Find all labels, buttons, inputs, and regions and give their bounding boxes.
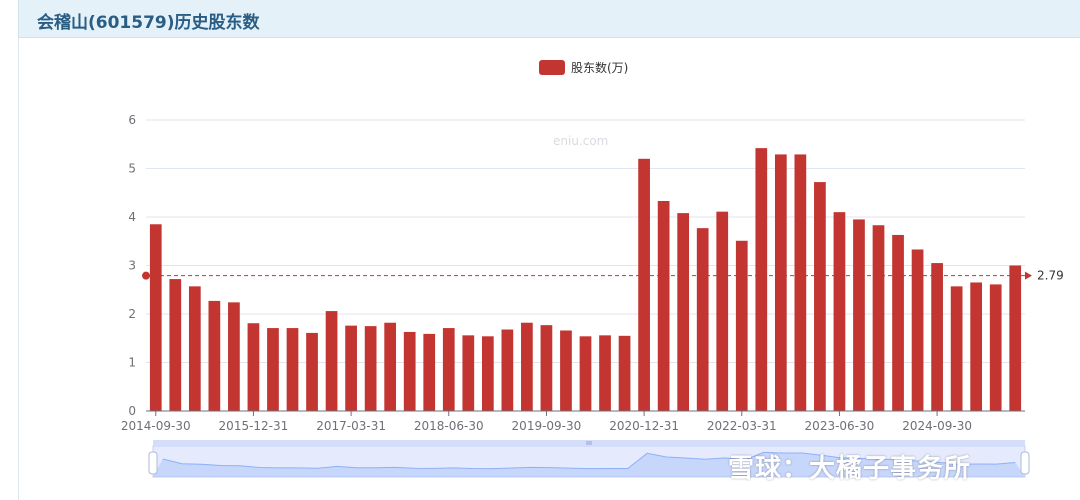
average-value-label: 2.79 [1037, 269, 1064, 283]
x-tick-label: 2022-03-31 [707, 419, 777, 433]
x-tick-label: 2017-03-31 [316, 419, 386, 433]
legend[interactable]: 股东数(万) [539, 60, 628, 75]
y-tick-label: 4 [128, 210, 136, 224]
bar [755, 148, 768, 411]
bar [911, 249, 924, 411]
chart-watermark: eniu.com [553, 134, 608, 148]
bar [228, 302, 240, 411]
bar [169, 279, 182, 411]
bar [931, 263, 943, 411]
bar [384, 322, 397, 411]
bar [716, 211, 729, 411]
bar [149, 224, 162, 411]
bar [618, 335, 631, 411]
bar [696, 228, 709, 411]
x-tick-label: 2019-09-30 [512, 419, 582, 433]
bar [423, 333, 436, 411]
bar [188, 286, 201, 411]
bar [657, 200, 670, 411]
x-tick-label: 2020-12-31 [609, 419, 679, 433]
bar [1009, 265, 1022, 411]
page-title: 会稽山(601579)历史股东数 [37, 13, 260, 33]
bar [481, 336, 494, 411]
bar [599, 335, 611, 411]
x-tick-label: 2018-06-30 [414, 419, 484, 433]
chart-header: 会稽山(601579)历史股东数 [18, 0, 1080, 38]
bar [814, 182, 826, 411]
y-tick-label: 5 [128, 162, 136, 176]
average-end-arrow [1025, 271, 1032, 280]
bar [403, 331, 416, 411]
legend-swatch [539, 60, 565, 75]
bar [872, 225, 885, 411]
zoom-track [152, 445, 1026, 478]
bar [442, 328, 455, 411]
bar [560, 330, 572, 411]
bar-series [149, 148, 1022, 411]
x-tick-label: 2023-06-30 [805, 419, 875, 433]
legend-label: 股东数(万) [571, 60, 628, 75]
watermark-text: 雪球：大橘子事务所 [728, 454, 972, 484]
bar [247, 323, 260, 411]
x-tick-label: 2015-12-31 [219, 419, 289, 433]
bar [677, 213, 690, 411]
zoom-handle-right[interactable] [1020, 451, 1030, 475]
x-tick-label: 2014-09-30 [121, 419, 191, 433]
bar [638, 158, 650, 411]
bar [735, 240, 748, 411]
bar [833, 212, 846, 411]
zoom-preview-area [153, 452, 1025, 477]
bar [579, 336, 592, 411]
bar [501, 329, 514, 411]
bar [853, 219, 865, 411]
bar [364, 326, 377, 411]
bar [950, 286, 963, 411]
bar [794, 154, 807, 411]
data-zoom-slider[interactable] [148, 440, 1030, 478]
bar [286, 328, 299, 411]
y-tick-label: 6 [128, 113, 136, 127]
bar [208, 300, 221, 411]
zoom-handle-left[interactable] [148, 451, 158, 475]
bar [540, 325, 553, 411]
y-tick-label: 1 [128, 356, 136, 370]
x-tick-label: 2024-09-30 [902, 419, 972, 433]
y-tick-label: 0 [128, 404, 136, 418]
bar [462, 335, 475, 411]
y-tick-label: 2 [128, 307, 136, 321]
bar [970, 282, 983, 411]
bar [306, 332, 318, 411]
bar [267, 328, 279, 411]
zoom-preview-line [162, 451, 1016, 470]
bar [989, 284, 1002, 411]
bar [892, 234, 904, 411]
average-mark-line: 2.79 [142, 269, 1064, 283]
bar [774, 154, 787, 411]
social-watermark: 雪球：大橘子事务所 [728, 448, 971, 485]
bar [325, 311, 338, 411]
axes: 0 1 2 3 4 5 6 2014-09-30 2015-12-31 2017-03-31 201… [121, 113, 1025, 433]
bar [345, 325, 357, 411]
frame-border [18, 38, 19, 500]
y-tick-label: 3 [128, 259, 136, 273]
bar [521, 322, 533, 411]
